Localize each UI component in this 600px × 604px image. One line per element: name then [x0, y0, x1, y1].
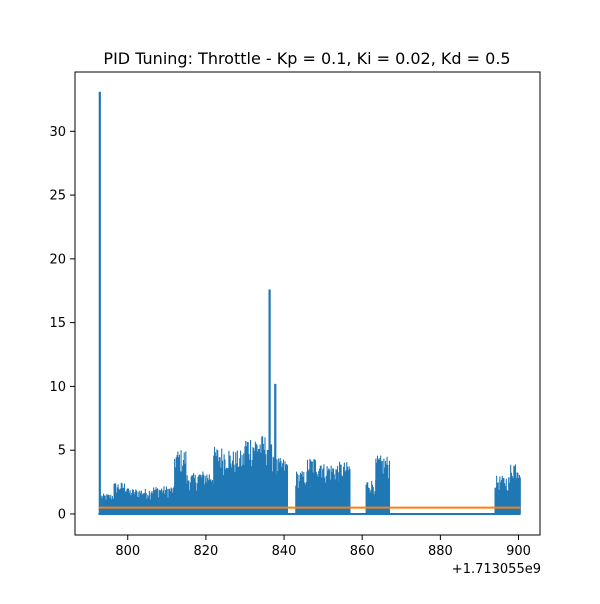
series-1-segment — [127, 488, 152, 514]
series-1-oscillation — [270, 444, 275, 514]
series-1-segment — [213, 446, 230, 514]
series-1-segment — [100, 493, 115, 514]
series-1-segment — [365, 479, 377, 514]
series-1-segment — [375, 455, 391, 514]
series-1-segment — [185, 473, 199, 514]
series-1-segment — [197, 471, 214, 514]
series-1-segment — [338, 461, 351, 514]
series-1-oscillation — [295, 471, 308, 514]
series-1-oscillation — [510, 464, 521, 514]
y-tick-label: 0 — [58, 507, 66, 522]
series-1-oscillation — [185, 473, 199, 514]
series-1-oscillation — [127, 488, 152, 514]
series-1-oscillation — [197, 471, 214, 514]
series-1-oscillation — [322, 464, 339, 514]
plot-area — [98, 91, 521, 515]
y-tick-label: 5 — [58, 444, 66, 459]
series-1-segment — [150, 485, 175, 514]
plot-frame — [74, 71, 541, 536]
series-1-oscillation — [228, 450, 246, 514]
series-1-segment — [244, 436, 269, 514]
series-1-segment — [228, 450, 246, 514]
series-1-segment — [295, 471, 308, 514]
series-1-oscillation — [494, 475, 511, 514]
series-1-segment — [306, 458, 324, 514]
x-tick-label: 860 — [350, 544, 375, 559]
y-tick-label: 30 — [49, 125, 66, 140]
series-1-oscillation — [365, 479, 377, 514]
series-1-oscillation — [174, 450, 187, 514]
series-1-oscillation — [375, 455, 391, 514]
series-1-segment — [510, 464, 521, 514]
series-1-oscillation — [100, 493, 115, 514]
series-1-oscillation — [113, 482, 129, 514]
x-tick-label: 820 — [193, 544, 218, 559]
y-tick-label: 25 — [49, 189, 66, 204]
series-1-oscillation — [244, 436, 269, 514]
series-1-oscillation — [213, 446, 230, 514]
x-tick-label: 840 — [272, 544, 297, 559]
series-layer — [98, 91, 521, 515]
series-1-oscillation — [338, 461, 351, 514]
axes: 800 820 840 860 880 900 0 5 10 15 20 25 30 — [49, 71, 541, 559]
y-tick-label: 15 — [49, 316, 66, 331]
y-tick-label: 10 — [49, 380, 66, 395]
series-1-oscillation — [306, 458, 324, 514]
series-1-oscillation — [150, 485, 175, 514]
series-1-segment — [275, 457, 288, 514]
series-1-segment — [494, 475, 511, 514]
x-tick-label: 800 — [115, 544, 140, 559]
series-1-segment — [113, 482, 129, 514]
series-1-segment — [322, 464, 339, 514]
series-1-segment — [174, 450, 187, 514]
y-tick-label: 20 — [49, 252, 66, 267]
series-1-oscillation — [275, 457, 288, 514]
chart-title: PID Tuning: Throttle - Kp = 0.1, Ki = 0.… — [103, 49, 510, 68]
x-axis-offset-label: +1.713055e9 — [452, 562, 541, 577]
series-1-segment — [270, 444, 275, 514]
x-tick-label: 880 — [428, 544, 453, 559]
x-tick-label: 900 — [506, 544, 531, 559]
